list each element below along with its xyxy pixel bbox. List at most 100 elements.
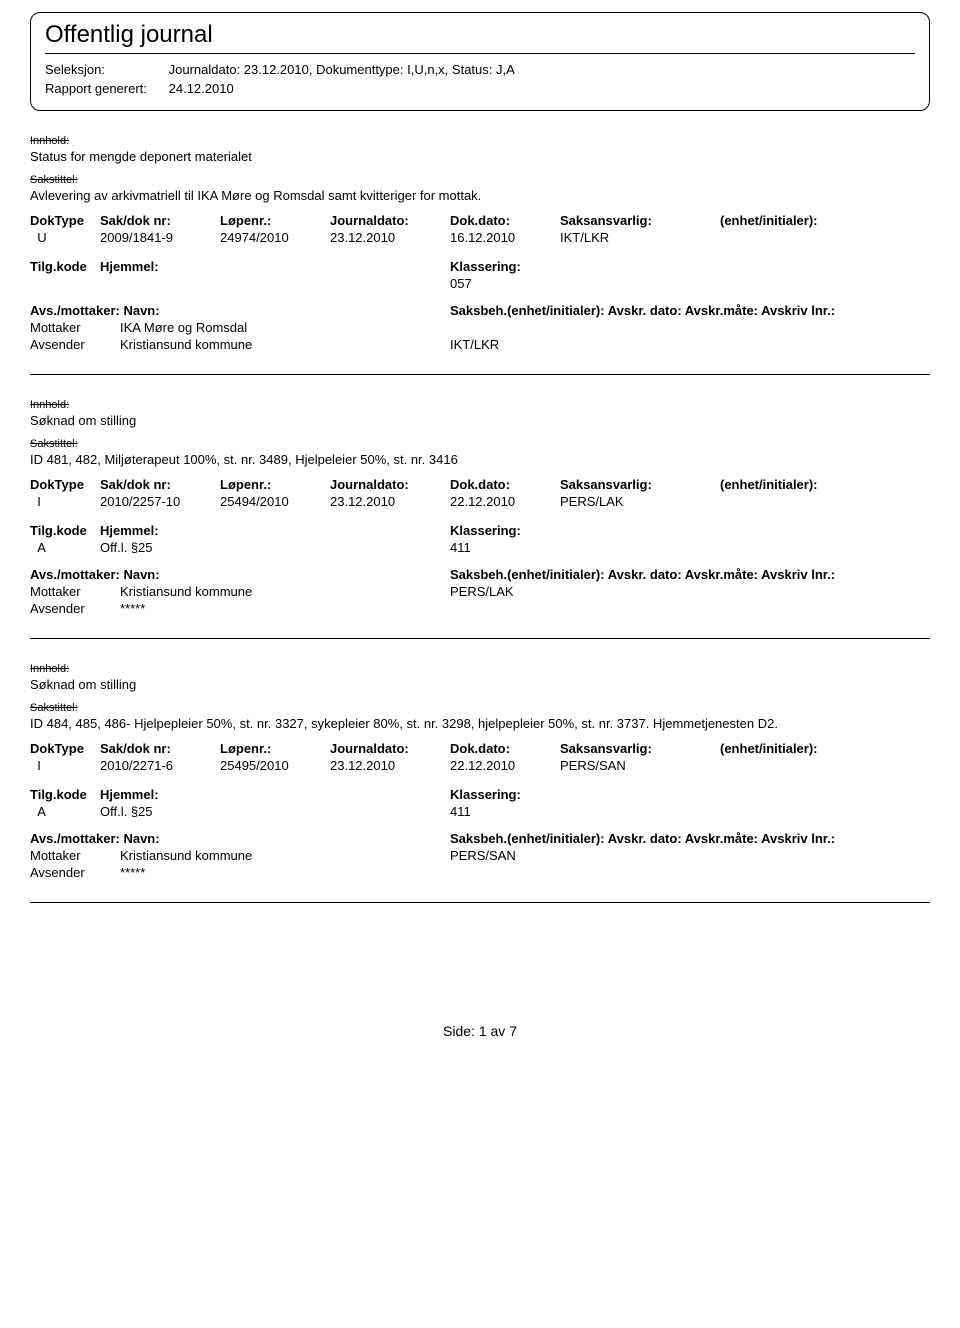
- saksbeh-line: Saksbeh.(enhet/initialer): Avskr. dato: …: [450, 567, 930, 582]
- hdr-tilgkode: Tilg.kode: [30, 259, 100, 274]
- hdr-doktype: DokType: [30, 741, 100, 756]
- page-total: 7: [509, 1023, 517, 1039]
- seleksjon-row: Seleksjon: Journaldato: 23.12.2010, Doku…: [45, 62, 915, 77]
- val-hjemmel: Off.l. §25: [100, 804, 450, 819]
- row-vals: I 2010/2271-6 25495/2010 23.12.2010 22.1…: [30, 758, 930, 773]
- entry-divider: [30, 902, 930, 903]
- hdr-hjemmel: Hjemmel:: [100, 787, 450, 802]
- party-row: Avsender *****: [30, 601, 930, 616]
- val-sakdok: 2010/2271-6: [100, 758, 220, 773]
- val-journaldato: 23.12.2010: [330, 230, 450, 245]
- party-saksbeh: PERS/SAN: [450, 848, 930, 863]
- page-num: 1: [479, 1023, 487, 1039]
- sakstittel-text: ID 481, 482, Miljøterapeut 100%, st. nr.…: [30, 452, 930, 467]
- party-name: Kristiansund kommune: [120, 584, 450, 599]
- entry-divider: [30, 374, 930, 375]
- party-saksbeh: [450, 865, 930, 880]
- hdr-dokdato: Dok.dato:: [450, 477, 560, 492]
- hdr-klassering: Klassering:: [450, 259, 930, 274]
- party-row: Avsender *****: [30, 865, 930, 880]
- val-saksansvarlig: IKT/LKR: [560, 230, 720, 245]
- party-row: Mottaker IKA Møre og Romsdal: [30, 320, 930, 335]
- val-lopenr: 24974/2010: [220, 230, 330, 245]
- party-name: Kristiansund kommune: [120, 848, 450, 863]
- hdr-hjemmel: Hjemmel:: [100, 523, 450, 538]
- val-sakdok: 2009/1841-9: [100, 230, 220, 245]
- hdr-journaldato: Journaldato:: [330, 213, 450, 228]
- rapport-label: Rapport generert:: [45, 81, 165, 96]
- title-box: Offentlig journal Seleksjon: Journaldato…: [30, 12, 930, 111]
- journal-entry: Innhold: Søknad om stilling Sakstittel: …: [30, 399, 930, 639]
- party-name: IKA Møre og Romsdal: [120, 320, 450, 335]
- innhold-text: Status for mengde deponert materialet: [30, 149, 930, 164]
- hdr-sakdok: Sak/dok nr:: [100, 213, 220, 228]
- hdr-hjemmel: Hjemmel:: [100, 259, 450, 274]
- party-role: Mottaker: [30, 848, 120, 863]
- hdr-tilgkode: Tilg.kode: [30, 523, 100, 538]
- val-tilgkode: A: [30, 804, 100, 819]
- party-name: Kristiansund kommune: [120, 337, 450, 352]
- party-row: Mottaker Kristiansund kommune PERS/SAN: [30, 848, 930, 863]
- innhold-text: Søknad om stilling: [30, 677, 930, 692]
- row-head: DokType Sak/dok nr: Løpenr.: Journaldato…: [30, 741, 930, 756]
- hdr-journaldato: Journaldato:: [330, 477, 450, 492]
- sakstittel-label: Sakstittel:: [30, 438, 930, 450]
- journal-entry: Innhold: Status for mengde deponert mate…: [30, 135, 930, 375]
- val-dokdato: 22.12.2010: [450, 494, 560, 509]
- val-hjemmel: [100, 276, 450, 291]
- hdr-dokdato: Dok.dato:: [450, 741, 560, 756]
- hdr-saksansvarlig: Saksansvarlig:: [560, 477, 720, 492]
- val-lopenr: 25495/2010: [220, 758, 330, 773]
- hdr-enhet: (enhet/initialer):: [720, 741, 930, 756]
- avs-mottaker-label: Avs./mottaker:: [30, 831, 120, 846]
- val-klassering: 057: [450, 276, 930, 291]
- row-head: DokType Sak/dok nr: Løpenr.: Journaldato…: [30, 213, 930, 228]
- hdr-dokdato: Dok.dato:: [450, 213, 560, 228]
- party-name: *****: [120, 601, 450, 616]
- party-saksbeh: [450, 601, 930, 616]
- party-saksbeh: PERS/LAK: [450, 584, 930, 599]
- av-label: av: [491, 1023, 506, 1039]
- val-saksansvarlig: PERS/LAK: [560, 494, 720, 509]
- val-lopenr: 25494/2010: [220, 494, 330, 509]
- avs-mottaker-label: Avs./mottaker:: [30, 567, 120, 582]
- party-role: Mottaker: [30, 584, 120, 599]
- innhold-label: Innhold:: [30, 399, 930, 411]
- party-name: *****: [120, 865, 450, 880]
- rapport-row: Rapport generert: 24.12.2010: [45, 81, 915, 96]
- party-role: Avsender: [30, 601, 120, 616]
- val-sakdok: 2010/2257-10: [100, 494, 220, 509]
- val-enhet: [720, 230, 930, 245]
- val-dokdato: 22.12.2010: [450, 758, 560, 773]
- avs-header: Avs./mottaker: Navn: Saksbeh.(enhet/init…: [30, 567, 930, 582]
- val-enhet: [720, 494, 930, 509]
- navn-label: Navn:: [123, 303, 159, 318]
- hdr-sakdok: Sak/dok nr:: [100, 477, 220, 492]
- party-role: Avsender: [30, 337, 120, 352]
- sakstittel-label: Sakstittel:: [30, 702, 930, 714]
- hdr-tilgkode: Tilg.kode: [30, 787, 100, 802]
- journal-entry: Innhold: Søknad om stilling Sakstittel: …: [30, 663, 930, 903]
- hdr-lopenr: Løpenr.:: [220, 477, 330, 492]
- val-saksansvarlig: PERS/SAN: [560, 758, 720, 773]
- hdr-doktype: DokType: [30, 213, 100, 228]
- row-head2: Tilg.kode Hjemmel: Klassering:: [30, 787, 930, 802]
- sakstittel-text: Avlevering av arkivmatriell til IKA Møre…: [30, 188, 930, 203]
- seleksjon-value: Journaldato: 23.12.2010, Dokumenttype: I…: [169, 62, 515, 77]
- hdr-saksansvarlig: Saksansvarlig:: [560, 213, 720, 228]
- side-label: Side:: [443, 1023, 475, 1039]
- row-vals2: A Off.l. §25 411: [30, 804, 930, 819]
- party-row: Avsender Kristiansund kommune IKT/LKR: [30, 337, 930, 352]
- hdr-enhet: (enhet/initialer):: [720, 477, 930, 492]
- hdr-saksansvarlig: Saksansvarlig:: [560, 741, 720, 756]
- hdr-lopenr: Løpenr.:: [220, 213, 330, 228]
- page-footer: Side: 1 av 7: [30, 1023, 930, 1039]
- page-title: Offentlig journal: [45, 21, 915, 49]
- val-doktype: I: [30, 758, 100, 773]
- party-role: Mottaker: [30, 320, 120, 335]
- val-hjemmel: Off.l. §25: [100, 540, 450, 555]
- innhold-text: Søknad om stilling: [30, 413, 930, 428]
- row-head2: Tilg.kode Hjemmel: Klassering:: [30, 259, 930, 274]
- avs-mottaker-label: Avs./mottaker:: [30, 303, 120, 318]
- avs-header: Avs./mottaker: Navn: Saksbeh.(enhet/init…: [30, 831, 930, 846]
